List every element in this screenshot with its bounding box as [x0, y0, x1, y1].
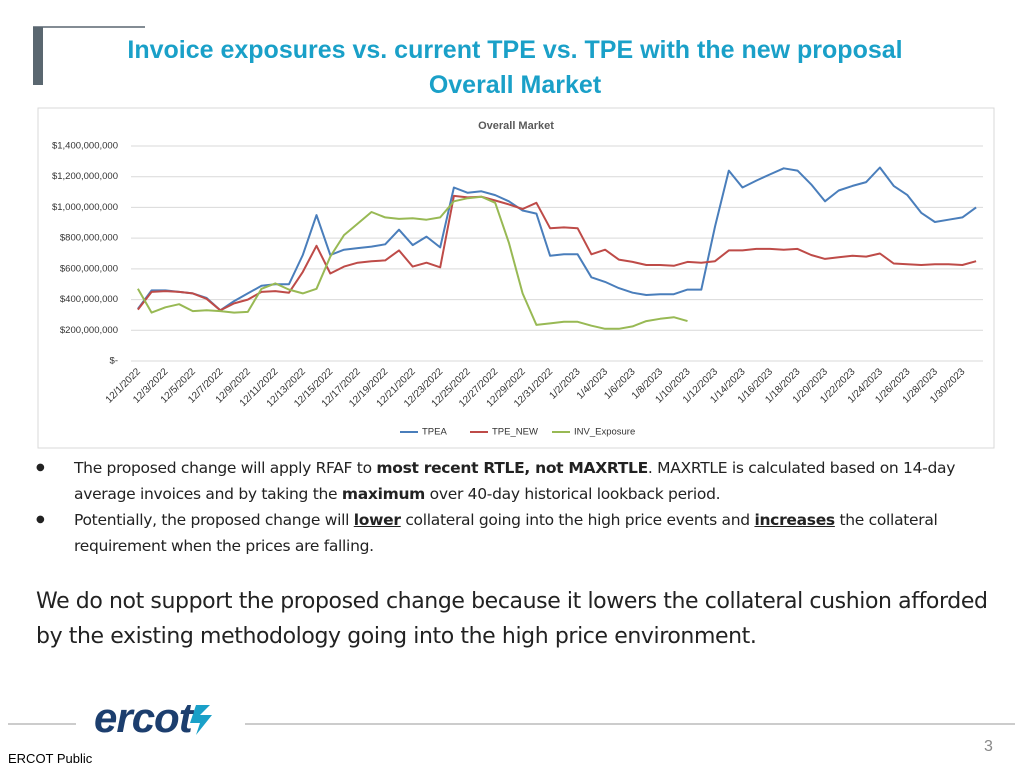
legend-label: TPE_NEW	[492, 427, 538, 438]
text-run: The proposed change will apply RFAF to	[74, 459, 377, 477]
series-line	[137, 195, 688, 330]
text-run: the collateral requirement when the pric…	[74, 511, 938, 555]
text-run: maximum	[341, 485, 426, 503]
bullet: The proposed change will apply RFAF to m…	[36, 455, 986, 507]
text-run: over 40-day historical lookback period.	[425, 485, 721, 503]
y-tick-label: $400,000,000	[60, 294, 118, 305]
text-run: . MAXRTLE is calculated based on 14-day …	[74, 459, 956, 503]
bullet-list: The proposed change will apply RFAF to m…	[36, 455, 986, 559]
y-tick-label: $200,000,000	[60, 325, 118, 336]
y-tick-label: $600,000,000	[60, 263, 118, 274]
chart-frame	[37, 107, 995, 449]
y-tick-label: $1,400,000,000	[52, 141, 118, 152]
text-run: increases	[754, 511, 835, 529]
logo: ercot	[94, 694, 193, 741]
text-run: most recent RTLE, not MAXRTLE	[376, 459, 648, 477]
legend-label: TPEA	[422, 427, 447, 438]
y-tick-label: $1,200,000,000	[52, 171, 118, 182]
title-line: Overall Market	[428, 71, 602, 99]
page-number: 3	[984, 738, 993, 755]
title-line: Invoice exposures vs. current TPE vs. TP…	[127, 36, 903, 64]
series-line	[137, 194, 977, 312]
text-run: collateral going into the high price eve…	[400, 511, 755, 529]
legend-label: INV_Exposure	[574, 427, 635, 438]
y-tick-label: $-	[110, 356, 118, 367]
logo-mark	[190, 705, 212, 735]
slide-title: Invoice exposures vs. current TPE vs. TP…	[0, 33, 1024, 103]
text-run: lower	[353, 511, 401, 529]
bullet: Potentially, the proposed change will lo…	[36, 507, 986, 559]
footer: ERCOT Public	[8, 751, 93, 766]
title-bracket	[33, 27, 43, 85]
y-tick-label: $800,000,000	[60, 233, 118, 244]
chart-title: Overall Market	[478, 120, 554, 132]
y-tick-label: $1,000,000,000	[52, 202, 118, 213]
text-run: Potentially, the proposed change will	[74, 511, 354, 529]
statement: We do not support the proposed change be…	[36, 589, 988, 649]
